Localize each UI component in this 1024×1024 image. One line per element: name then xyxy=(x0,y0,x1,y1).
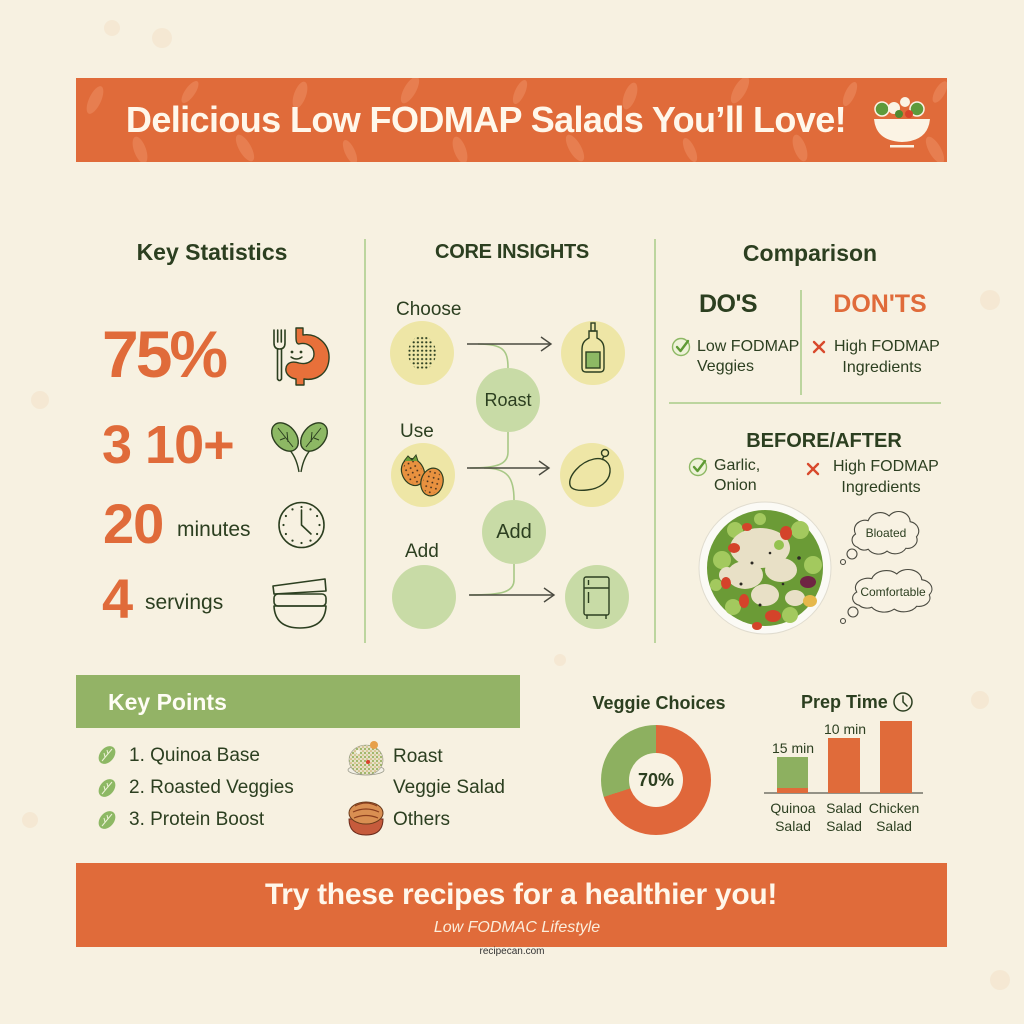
background-blotches xyxy=(22,20,1010,990)
donts-x-mark-icon xyxy=(812,340,826,354)
step-use-target-circle xyxy=(560,443,624,507)
footer-headline: Try these recipes for a healthier you! xyxy=(264,878,778,911)
veggie-donut-center-label: 70% xyxy=(637,770,675,790)
connector-label-roast: Roast xyxy=(484,390,532,410)
bubble-label-bloated: Bloated xyxy=(865,526,907,540)
key-points-header-bar xyxy=(76,675,520,728)
page-title: Delicious Low FODMAP Salads You’ll Love! xyxy=(125,99,847,140)
footer-credit: recipecan.com xyxy=(479,946,545,957)
step-add-circle xyxy=(392,565,456,629)
before-after-bad-line1: High FODMAP xyxy=(833,458,939,475)
roast-veggie-salad-icon xyxy=(347,741,385,776)
before-after-title: BEFORE/AFTER xyxy=(746,430,902,452)
clock-icon xyxy=(278,501,325,549)
insight-arrows xyxy=(467,336,556,603)
comparison-title: Comparison xyxy=(742,240,878,266)
legend-roast-line1: Roast xyxy=(393,746,443,767)
prep-time-title: Prep Time xyxy=(801,692,888,712)
good-check-circle-icon xyxy=(688,457,708,477)
bar-value-label: 10 min xyxy=(823,721,867,737)
step-label-use: Use xyxy=(400,421,434,442)
quinoa-icon xyxy=(408,336,436,370)
donts-heading: DON'TS xyxy=(833,290,927,318)
stacked-bowls-icon xyxy=(272,578,327,629)
bar-category-label: Salad Salad xyxy=(826,800,862,834)
fridge-icon xyxy=(583,576,610,619)
leaf-bullet-icon xyxy=(98,811,116,829)
donts-item-line2: Ingredients xyxy=(842,359,922,376)
stat-value-veggies: 3 10+ xyxy=(102,415,235,475)
fork-stomach-icon xyxy=(273,327,330,386)
key-point-item: 3. Protein Boost xyxy=(129,809,265,830)
key-point-item: 1. Quinoa Base xyxy=(129,745,260,766)
others-dish-icon xyxy=(348,801,384,836)
salad-bowl-icon xyxy=(874,97,930,148)
key-statistics-title: Key Statistics xyxy=(136,239,288,265)
salad-bowl-photo xyxy=(698,501,832,635)
key-point-item: 2. Roasted Veggies xyxy=(129,777,294,798)
chicken-icon xyxy=(569,448,611,492)
step-add-target-circle xyxy=(565,565,629,629)
footer-banner xyxy=(76,863,947,947)
bubble-label-comfortable: Comfortable xyxy=(860,585,926,599)
core-insights-title: CORE INSIGHTS xyxy=(435,241,589,263)
potatoes-icon xyxy=(400,453,444,497)
bar-salad-salad xyxy=(828,738,860,793)
stat-unit-servings: servings xyxy=(145,591,224,614)
header-leaf-pattern xyxy=(86,78,947,162)
bar-chicken-salad xyxy=(880,721,912,793)
bar-quinoa-salad xyxy=(777,757,808,793)
veggie-donut-hole xyxy=(629,753,683,807)
legend-roast-line2: Veggie Salad xyxy=(393,777,505,798)
thought-bubble-bloated xyxy=(839,510,920,566)
stat-value-percent: 75% xyxy=(102,317,228,391)
spinach-leaves-icon xyxy=(271,422,328,473)
thought-bubble-comfortable xyxy=(839,568,933,625)
connector-add-circle xyxy=(482,500,546,564)
veggie-choices-title: Veggie Choices xyxy=(592,693,726,713)
column-dividers xyxy=(364,239,941,643)
footer-tagline: Low FODMAC Lifestyle xyxy=(433,919,601,936)
key-points-title: Key Points xyxy=(108,689,227,715)
legend-others: Others xyxy=(393,809,451,830)
prep-time-clock-icon xyxy=(893,692,913,712)
dos-item-line2: Veggies xyxy=(697,358,754,375)
step-label-add: Add xyxy=(405,541,439,562)
oil-bottle-icon xyxy=(581,322,605,373)
before-after-bad-line2: Ingredients xyxy=(841,479,921,496)
leaf-bullet-icon xyxy=(98,779,116,797)
donts-item-line1: High FODMAP xyxy=(834,338,940,355)
connector-roast-circle xyxy=(476,368,540,432)
dos-check-circle-icon xyxy=(671,337,691,357)
stat-unit-minutes: minutes xyxy=(177,518,251,541)
before-after-good-line2: Onion xyxy=(714,477,757,494)
before-after-good-line1: Garlic, xyxy=(714,457,761,474)
step-label-choose: Choose xyxy=(396,299,462,320)
dos-heading: DO'S xyxy=(698,290,758,318)
bar-category-label: Quinoa Salad xyxy=(770,800,816,834)
dos-item-line1: Low FODMAP xyxy=(697,338,800,355)
stat-value-servings: 4 xyxy=(102,567,134,630)
leaf-bullet-icon xyxy=(98,746,116,764)
bar-value-label: 15 min xyxy=(771,740,815,756)
bar-category-label: Chicken Salad xyxy=(868,800,920,834)
bad-x-mark-icon xyxy=(806,462,820,476)
connector-label-add: Add xyxy=(496,521,532,543)
stat-value-minutes: 20 xyxy=(103,492,164,555)
